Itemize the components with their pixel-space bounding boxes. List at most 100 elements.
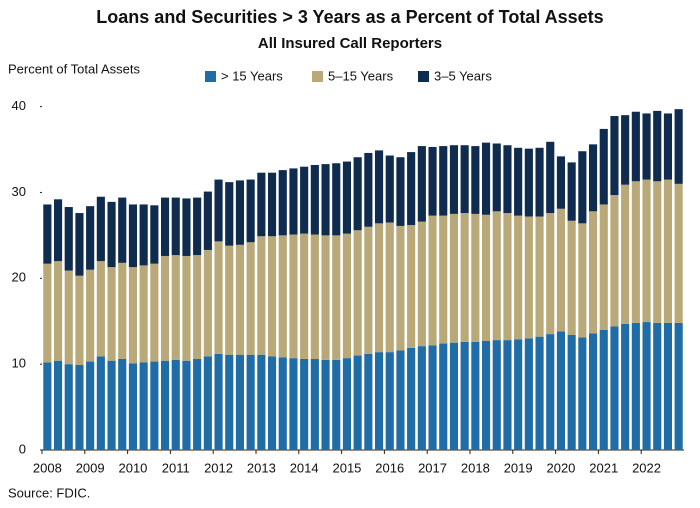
bar-segment	[171, 359, 180, 450]
bar-segment	[610, 195, 619, 327]
bar-segment	[53, 199, 63, 262]
y-tick-label: 0	[19, 441, 26, 456]
bar-segment	[107, 201, 116, 268]
bar-segment	[642, 179, 651, 323]
bar-segment	[246, 242, 255, 355]
bar-segment	[417, 221, 426, 347]
bar-segment	[86, 361, 95, 450]
bar-segment	[460, 145, 469, 214]
bar-segment	[332, 235, 341, 360]
bar-segment	[64, 207, 73, 271]
bar-segment	[374, 352, 384, 450]
x-tick-label: 2018	[461, 460, 490, 475]
bar-segment	[471, 213, 480, 342]
legend-label: 5–15 Years	[328, 68, 394, 83]
bar-segment	[139, 265, 148, 363]
bar-segment	[75, 213, 84, 276]
bar-segment	[599, 128, 608, 205]
bar-segment	[653, 181, 662, 323]
bar-segment	[96, 261, 105, 357]
bar-segment	[257, 236, 266, 355]
legend-label: > 15 Years	[221, 68, 283, 83]
bar-segment	[310, 164, 319, 235]
bar-segment	[524, 148, 533, 217]
bar-segment	[300, 358, 309, 450]
x-tick-label: 2011	[162, 460, 190, 475]
bar-segment	[546, 141, 555, 214]
bar-segment	[578, 151, 587, 224]
bar-segment	[588, 211, 598, 334]
bar-segment	[439, 146, 448, 216]
bar-segment	[257, 172, 266, 237]
bar-segment	[503, 145, 512, 214]
bar-segment	[150, 361, 159, 450]
bar-segment	[267, 236, 277, 357]
bar-segment	[631, 322, 640, 450]
bar-segment	[631, 181, 640, 323]
bar-segment	[546, 213, 555, 335]
bar-segment	[374, 150, 384, 224]
bar-segment	[118, 197, 127, 263]
x-tick-label: 2015	[332, 460, 361, 475]
y-tick-label: 40	[12, 98, 26, 113]
chart-title: Loans and Securities > 3 Years as a Perc…	[96, 7, 603, 27]
bar-segment	[246, 354, 255, 450]
bar-segment	[663, 322, 673, 450]
bar-segment	[321, 164, 330, 236]
bar-segment	[160, 255, 170, 361]
y-axis-title: Percent of Total Assets	[8, 61, 140, 76]
bar-segment	[535, 336, 544, 450]
bar-segment	[214, 179, 223, 242]
bar-segment	[289, 234, 298, 359]
bar-segment	[171, 197, 180, 256]
bar-segment	[353, 157, 362, 231]
legend-swatch	[205, 71, 216, 82]
bar-segment	[503, 213, 512, 341]
bar-segment	[663, 113, 673, 180]
bar-segment	[267, 172, 277, 237]
bar-segment	[407, 347, 416, 450]
bar-segment	[353, 230, 362, 356]
bar-segment	[385, 222, 394, 353]
bar-segment	[578, 337, 587, 450]
bar-segment	[535, 147, 544, 217]
bar-segment	[235, 354, 245, 450]
bar-segment	[203, 191, 212, 250]
y-tick-label: 10	[12, 356, 26, 371]
source-note: Source: FDIC.	[8, 485, 90, 500]
bar-segment	[471, 341, 480, 450]
bar-segment	[653, 322, 662, 450]
bar-segment	[428, 215, 437, 346]
x-tick-label: 2008	[33, 460, 62, 475]
bar-segment	[150, 263, 159, 362]
bar-segment	[396, 350, 405, 450]
bar-segment	[588, 144, 598, 212]
bar-segment	[278, 170, 287, 236]
bar-segment	[599, 204, 608, 330]
bar-segment	[86, 206, 95, 270]
bar-segment	[353, 355, 362, 450]
bar-segment	[321, 235, 330, 360]
bar-segment	[128, 204, 138, 268]
bar-segment	[257, 354, 266, 450]
bar-segment	[43, 263, 52, 363]
bar-segment	[310, 234, 319, 359]
bar-segment	[289, 168, 298, 235]
bar-segment	[96, 196, 105, 262]
bar-segment	[118, 262, 127, 359]
bar-segment	[481, 142, 491, 215]
legend-label: 3–5 Years	[434, 68, 492, 83]
bar-segment	[128, 267, 138, 364]
x-tick-label: 2010	[118, 460, 147, 475]
bar-segment	[439, 343, 448, 450]
bar-segment	[107, 267, 116, 361]
bar-segment	[160, 197, 170, 256]
bar-segment	[492, 211, 501, 341]
bar-segment	[524, 338, 533, 450]
bar-segment	[514, 147, 523, 216]
bar-segment	[278, 235, 287, 358]
bar-segment	[310, 358, 319, 450]
bar-segment	[621, 115, 630, 185]
bar-segment	[246, 179, 255, 243]
bar-segment	[460, 341, 469, 450]
